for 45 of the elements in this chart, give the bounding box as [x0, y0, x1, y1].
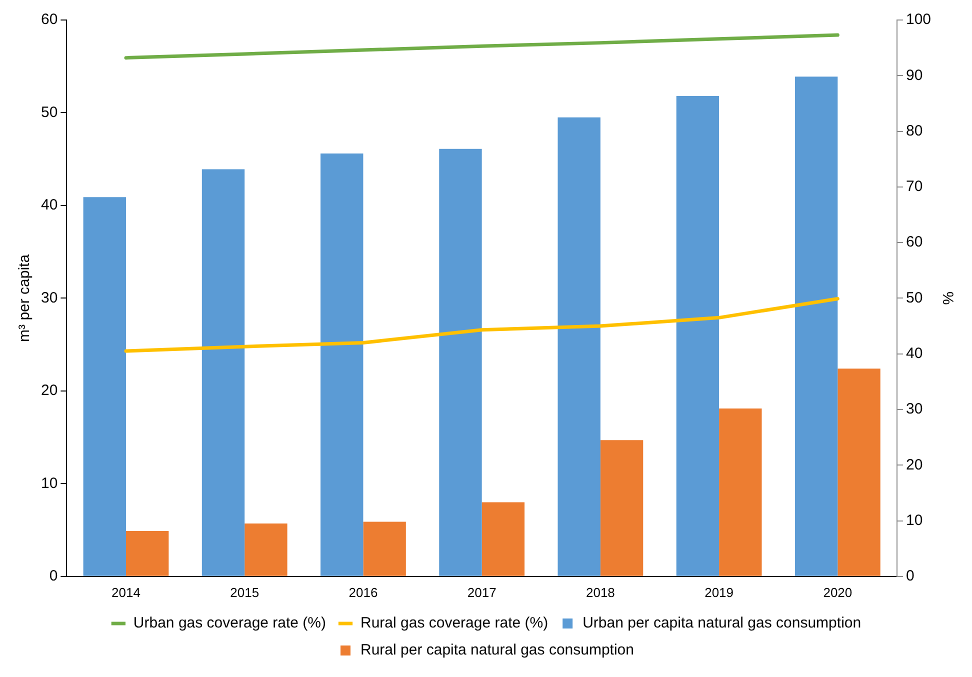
- bar: [794, 76, 838, 576]
- bar: [126, 530, 169, 576]
- y-tick-label: 30: [40, 289, 58, 306]
- bar: [838, 368, 880, 576]
- y-tick-label: 40: [40, 196, 58, 214]
- x-tick-label: 2018: [586, 584, 615, 600]
- bar: [320, 154, 364, 576]
- y-tick-label: 60: [40, 11, 58, 28]
- bar: [83, 197, 126, 576]
- bar: [600, 440, 644, 576]
- y2-tick-label: 10: [906, 512, 923, 529]
- bar: [676, 96, 720, 576]
- bar: [439, 148, 482, 576]
- x-tick-label: 2019: [704, 584, 734, 600]
- y-tick-label: 20: [40, 382, 58, 400]
- x-tick-label: 2015: [230, 584, 260, 600]
- y2-tick-label: 40: [906, 344, 923, 362]
- legend-label: Urban per capita natural gas consumption: [582, 614, 862, 632]
- bar: [719, 408, 762, 576]
- y2-tick-label: 60: [906, 234, 923, 251]
- y-tick-label: 50: [40, 104, 58, 121]
- bar: [244, 524, 288, 576]
- bar: [482, 502, 525, 576]
- y2-tick-label: 20: [906, 456, 923, 474]
- y2-tick-label: 80: [906, 122, 923, 140]
- y2-axis-title: %: [938, 292, 956, 305]
- y2-tick-label: 50: [906, 289, 923, 306]
- y2-tick-label: 70: [906, 178, 923, 196]
- legend-label: Rural gas coverage rate (%): [360, 614, 548, 632]
- legend-label: Rural per capita natural gas consumption: [360, 642, 634, 659]
- x-tick-label: 2017: [467, 584, 496, 600]
- bar: [363, 522, 406, 576]
- x-tick-label: 2016: [348, 584, 378, 600]
- x-tick-label: 2020: [823, 584, 852, 600]
- y-tick-label: 0: [49, 568, 58, 585]
- y-axis-title: m³ per capita: [16, 254, 34, 342]
- legend-label: Urban gas coverage rate (%): [133, 614, 326, 632]
- y2-tick-label: 30: [906, 400, 923, 418]
- y2-tick-label: 0: [906, 568, 914, 585]
- y2-tick-label: 100: [906, 11, 932, 28]
- bar: [202, 169, 245, 576]
- x-tick-label: 2014: [112, 584, 140, 600]
- bar: [558, 117, 600, 576]
- y2-tick-label: 90: [906, 66, 923, 84]
- y-tick-label: 10: [40, 474, 58, 492]
